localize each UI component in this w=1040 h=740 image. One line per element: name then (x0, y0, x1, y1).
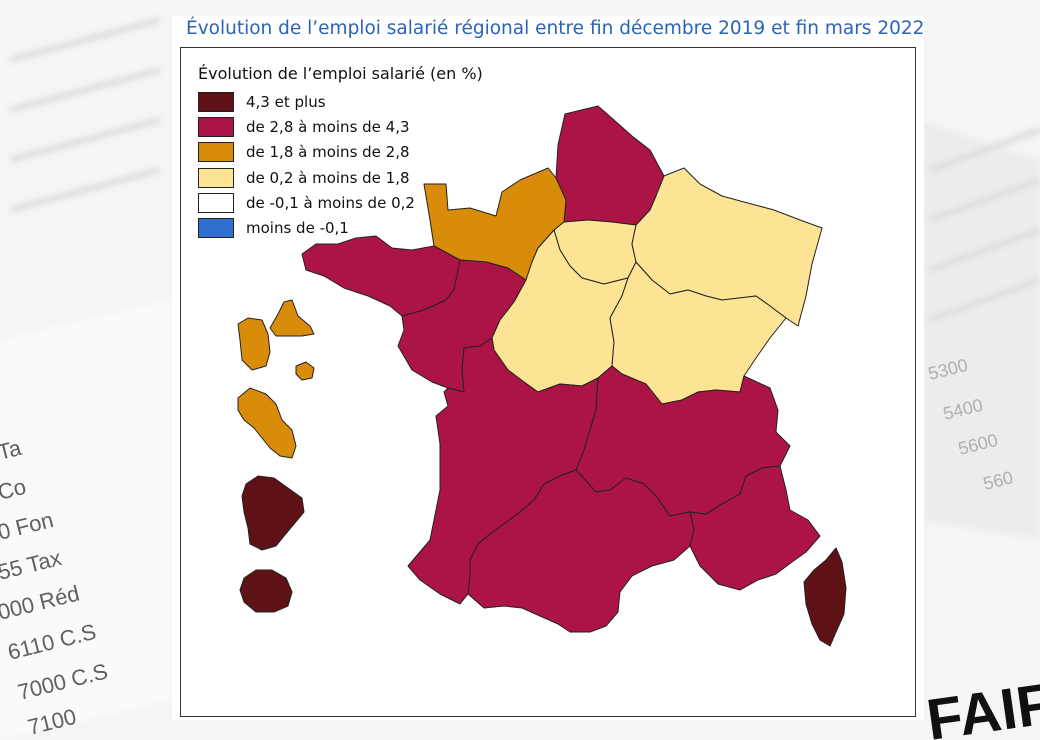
region-la-reunion[interactable] (239, 569, 293, 613)
region-martinique[interactable] (237, 387, 297, 459)
legend-swatch (198, 142, 234, 163)
legend-item: de 1,8 à moins de 2,8 (198, 140, 483, 165)
region-hauts-de-france[interactable] (555, 105, 665, 226)
legend-label: de -0,1 à moins de 0,2 (246, 193, 415, 212)
legend-swatch (198, 218, 234, 239)
legend-label: de 2,8 à moins de 4,3 (246, 117, 410, 136)
legend-title: Évolution de l’emploi salarié (en %) (198, 64, 483, 83)
legend-swatch (198, 192, 234, 213)
legend-label: 4,3 et plus (246, 92, 326, 111)
region-guadeloupe[interactable] (237, 299, 315, 381)
legend-swatch (198, 167, 234, 188)
region-paca[interactable] (689, 465, 821, 591)
legend-item: moins de -0,1 (198, 215, 483, 240)
legend: Évolution de l’emploi salarié (en %) 4,3… (198, 64, 483, 241)
legend-item: de 0,2 à moins de 1,8 (198, 165, 483, 190)
legend-swatch (198, 116, 234, 137)
legend-item: 4,3 et plus (198, 89, 483, 114)
legend-item: de -0,1 à moins de 0,2 (198, 190, 483, 215)
legend-swatch (198, 91, 234, 112)
legend-label: de 1,8 à moins de 2,8 (246, 143, 410, 162)
region-guyane[interactable] (241, 475, 305, 551)
legend-label: moins de -0,1 (246, 219, 349, 238)
legend-label: de 0,2 à moins de 1,8 (246, 168, 410, 187)
legend-item: de 2,8 à moins de 4,3 (198, 114, 483, 139)
region-corse[interactable] (803, 547, 847, 647)
page-title: Évolution de l’emploi salarié régional e… (186, 18, 925, 39)
